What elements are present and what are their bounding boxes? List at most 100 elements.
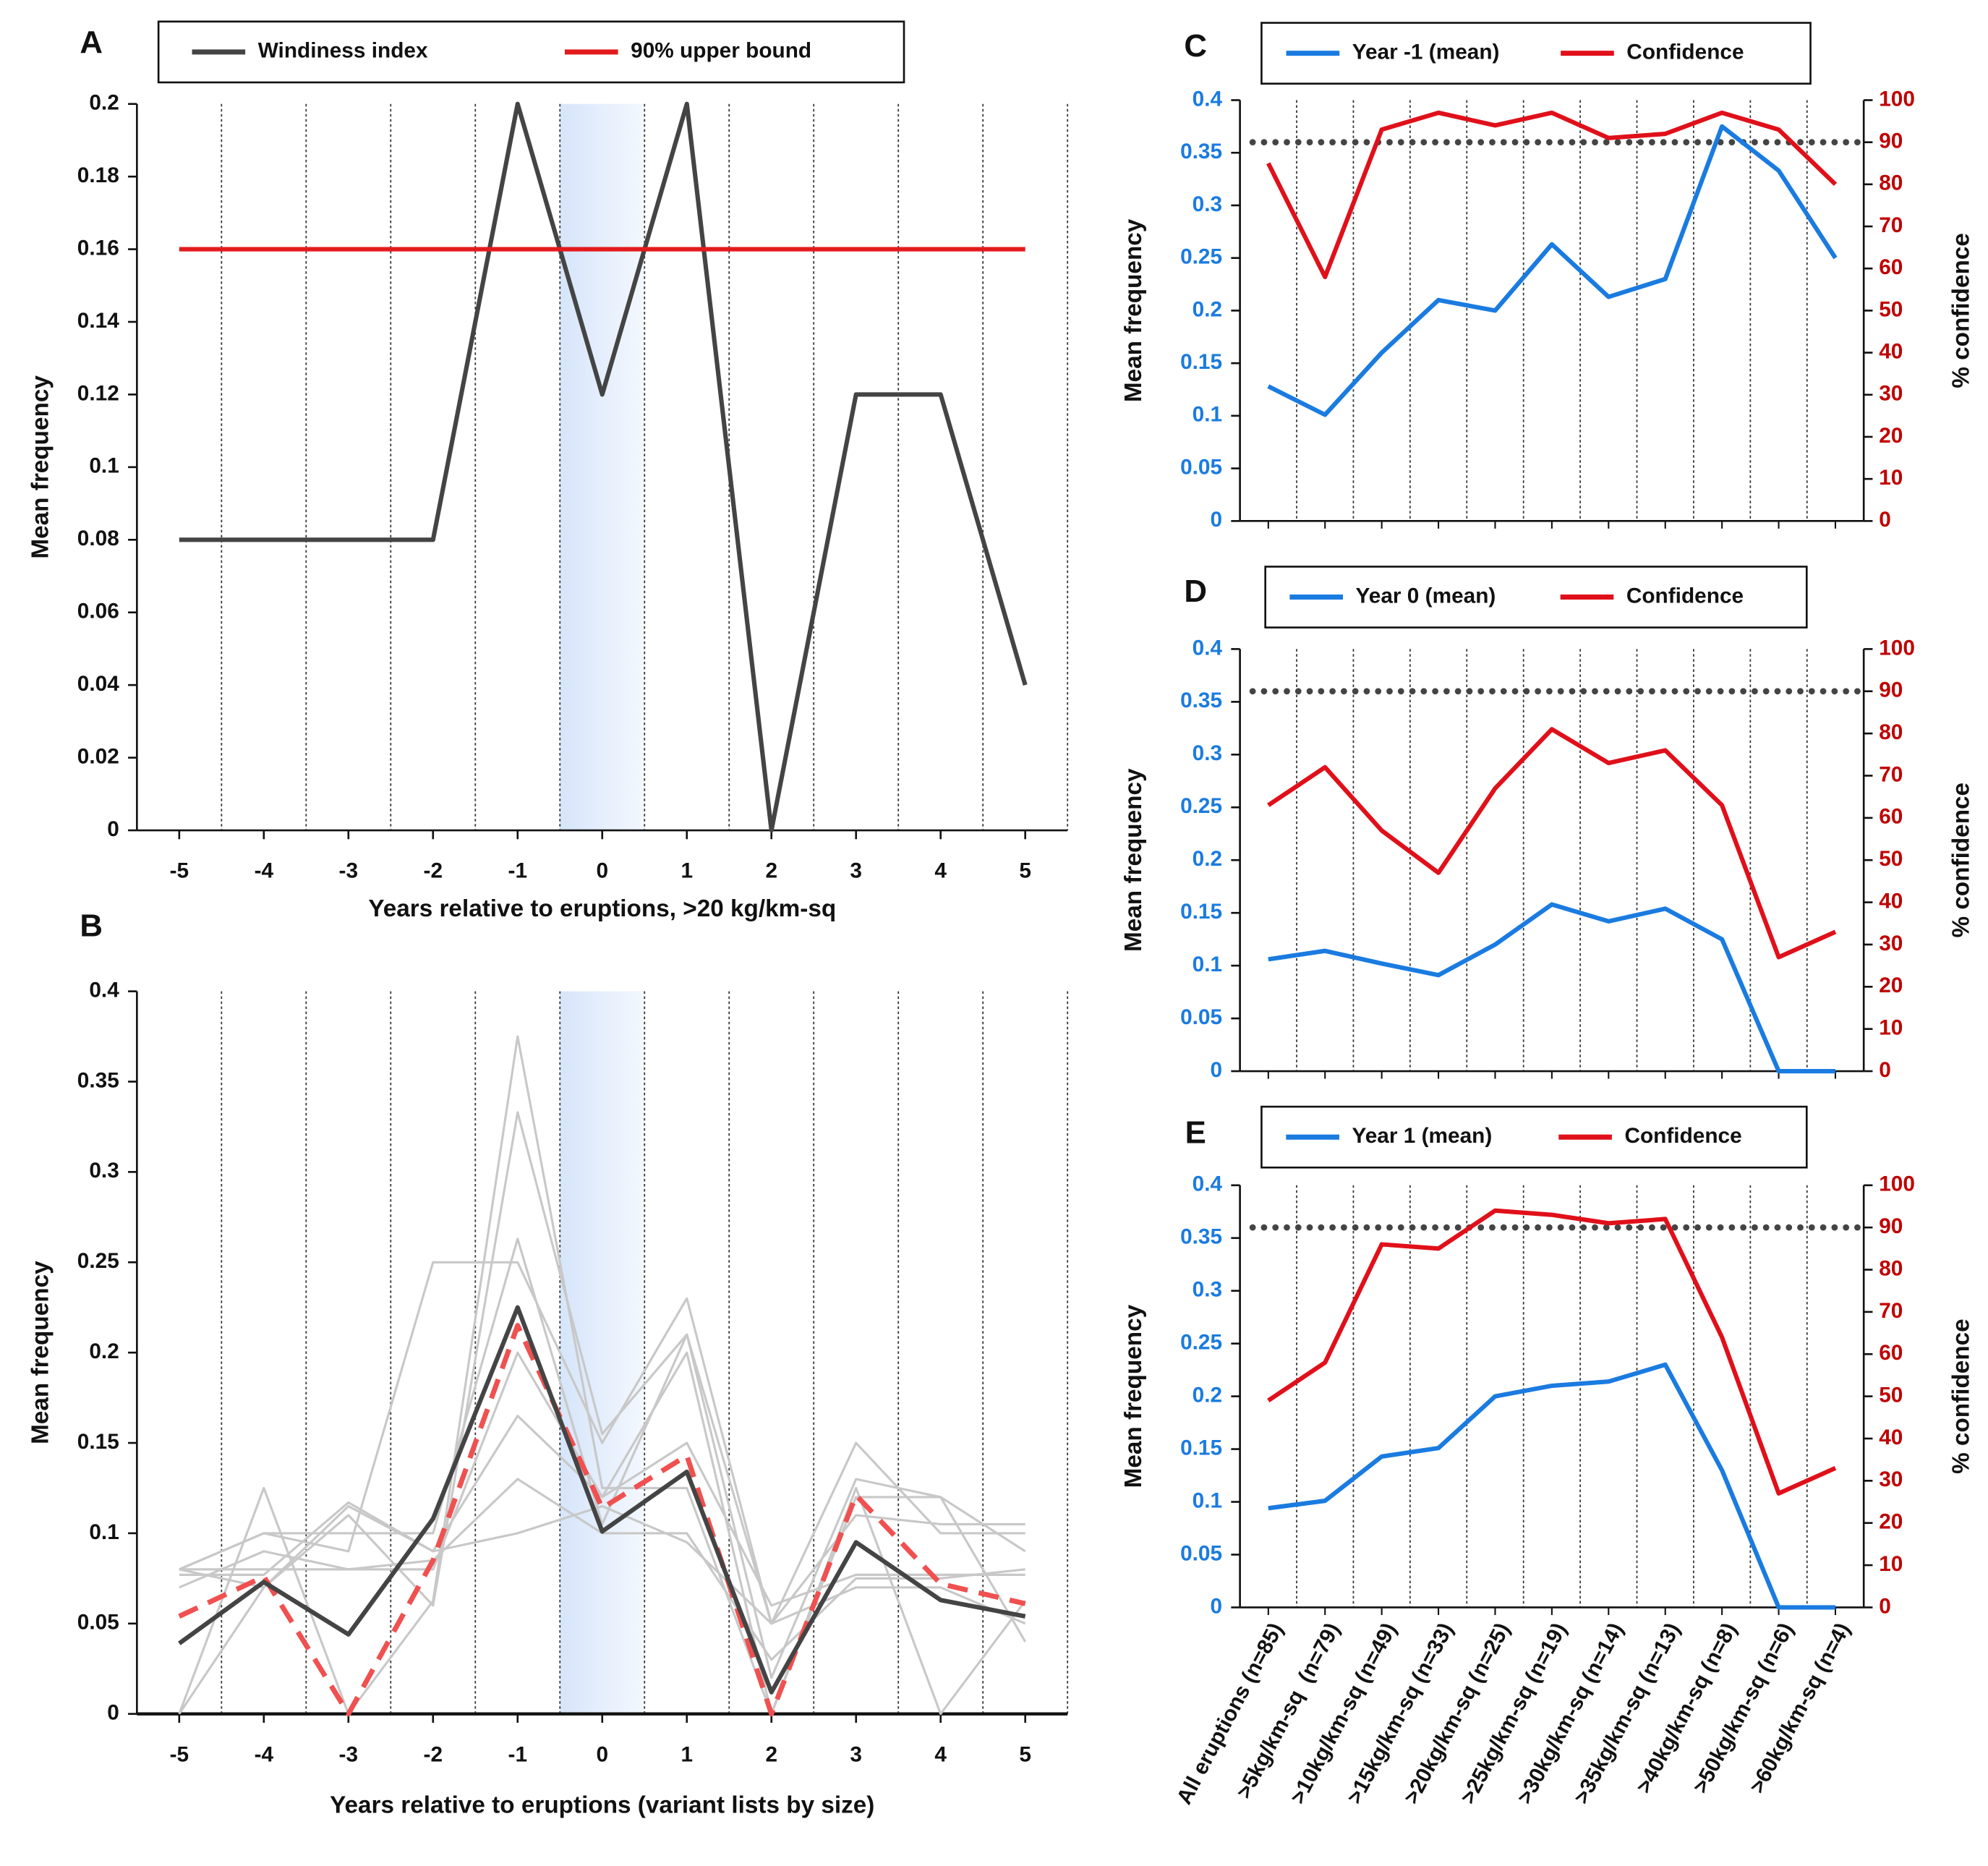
x-tick-label: -4 xyxy=(255,859,274,883)
panel-label: D xyxy=(1184,574,1207,609)
y-tick-label: 0.15 xyxy=(77,1430,119,1454)
y2-tick-label: 30 xyxy=(1879,932,1903,955)
y-tick-label: 0.05 xyxy=(77,1611,119,1635)
shaded-span xyxy=(560,103,645,831)
y-tick-label: 0.2 xyxy=(1193,1383,1222,1407)
y-tick-label: 0.12 xyxy=(77,381,119,405)
y2-tick-label: 70 xyxy=(1879,213,1903,237)
y-tick-label: 0.4 xyxy=(1193,636,1223,660)
y-tick-label: 0.25 xyxy=(1180,794,1222,818)
y-axis-label: Mean frequency xyxy=(27,375,54,559)
y2-tick-label: 100 xyxy=(1879,87,1915,111)
y-tick-label: 0.08 xyxy=(77,527,119,550)
panel-label: B xyxy=(80,908,103,944)
x-tick-label: 0 xyxy=(596,1742,608,1766)
y2-tick-label: 10 xyxy=(1879,1552,1903,1576)
y2-tick-label: 20 xyxy=(1879,974,1903,997)
y2-tick-label: 30 xyxy=(1879,1467,1903,1491)
x-tick-label: >25kg/km-sq (n=19) xyxy=(1456,1619,1571,1807)
panel-label: C xyxy=(1184,28,1207,64)
y-tick-label: 0.4 xyxy=(1193,1172,1223,1196)
legend-label: Windiness index xyxy=(258,39,428,63)
panel-label: E xyxy=(1185,1115,1206,1150)
series-line xyxy=(178,1504,1026,1715)
series-line xyxy=(1268,1362,1835,1610)
y2-tick-label: 90 xyxy=(1879,1214,1903,1238)
series-line xyxy=(179,1261,1025,1625)
legend-box xyxy=(1264,566,1808,629)
y2-tick-label: 50 xyxy=(1879,847,1903,871)
y-tick-label: 0.2 xyxy=(89,1339,119,1363)
legend-label: Year -1 (mean) xyxy=(1352,40,1500,64)
y-tick-label: 0.2 xyxy=(1193,847,1222,871)
x-tick-label: >15kg/km-sq (n=33) xyxy=(1342,1619,1458,1807)
y-tick-label: 0.05 xyxy=(1180,1005,1222,1029)
y-tick-label: 0.15 xyxy=(1180,900,1222,924)
y2-tick-label: 0 xyxy=(1879,508,1891,532)
x-tick-label: >35kg/km-sq (n=13) xyxy=(1569,1619,1685,1807)
y-tick-label: 0.4 xyxy=(89,979,119,1002)
y-tick-label: 0.15 xyxy=(1180,350,1222,374)
y-tick-label: 0.25 xyxy=(1180,245,1222,269)
shaded-span xyxy=(560,991,645,1714)
legend-label: Confidence xyxy=(1624,1124,1741,1148)
y2-tick-label: 80 xyxy=(1879,1256,1903,1280)
y-tick-label: 0 xyxy=(1210,508,1222,532)
legend-label: Year 0 (mean) xyxy=(1356,584,1496,608)
y-tick-label: 0.35 xyxy=(1180,140,1222,163)
legend-label: 90% upper bound xyxy=(631,39,811,63)
y-tick-label: 0.25 xyxy=(1180,1331,1222,1355)
legend-box xyxy=(1260,1105,1808,1169)
x-tick-label: 3 xyxy=(850,1742,862,1766)
x-tick-label: >30kg/km-sq (n=14) xyxy=(1513,1619,1629,1807)
x-tick-label: -4 xyxy=(255,1742,274,1766)
x-tick-label: 2 xyxy=(765,1742,777,1766)
y-tick-label: 0.25 xyxy=(77,1249,119,1273)
y-tick-label: 0.14 xyxy=(77,309,119,333)
y2-axis-label: % confidence xyxy=(1948,783,1975,938)
y2-tick-label: 100 xyxy=(1879,1172,1915,1196)
legend-box xyxy=(1260,22,1812,85)
y-tick-label: 0.1 xyxy=(1193,403,1222,427)
y2-tick-label: 10 xyxy=(1879,1016,1903,1040)
x-tick-label: -3 xyxy=(339,1742,359,1766)
y-tick-label: 0 xyxy=(1210,1594,1222,1618)
series-line xyxy=(178,1323,1026,1717)
y2-tick-label: 30 xyxy=(1879,382,1903,406)
x-axis-label: Years relative to eruptions (variant lis… xyxy=(330,1792,874,1818)
x-tick-label: 5 xyxy=(1019,1742,1031,1766)
x-tick-label: All eruptions (n=85) xyxy=(1172,1619,1288,1808)
y2-tick-label: 90 xyxy=(1879,678,1903,702)
y2-tick-label: 90 xyxy=(1879,129,1903,153)
series-line xyxy=(1267,124,1838,417)
y-tick-label: 0.35 xyxy=(1180,689,1222,712)
x-tick-label: >60kg/km-sq (n=4) xyxy=(1745,1619,1855,1797)
y-axis-label: Mean frequency xyxy=(1120,768,1147,952)
x-tick-label: -2 xyxy=(424,859,443,883)
y-tick-label: 0.06 xyxy=(77,600,119,623)
panel-label: A xyxy=(80,25,103,60)
x-tick-label: 5 xyxy=(1019,859,1031,883)
y2-tick-label: 80 xyxy=(1879,720,1903,744)
y-tick-label: 0.1 xyxy=(1193,1488,1222,1512)
x-tick-label: -5 xyxy=(170,859,189,883)
y-tick-label: 0.1 xyxy=(89,454,119,478)
y2-tick-label: 0 xyxy=(1879,1058,1891,1082)
series-line xyxy=(1267,727,1837,960)
y-tick-label: 0.3 xyxy=(89,1159,119,1183)
y-tick-label: 0.16 xyxy=(77,236,119,260)
y-tick-label: 0.3 xyxy=(1193,741,1222,765)
y2-tick-label: 50 xyxy=(1879,1383,1903,1407)
y-tick-label: 0 xyxy=(107,1701,119,1725)
y2-tick-label: 60 xyxy=(1879,1341,1903,1365)
x-tick-label: >50kg/km-sq (n=6) xyxy=(1689,1619,1799,1797)
y-tick-label: 0.3 xyxy=(1193,192,1222,216)
y-axis-label: Mean frequency xyxy=(1120,218,1147,402)
y-tick-label: 0 xyxy=(107,817,119,841)
x-tick-label: -1 xyxy=(508,1742,528,1766)
y2-tick-label: 0 xyxy=(1879,1594,1891,1618)
y2-tick-label: 40 xyxy=(1879,889,1903,913)
y-tick-label: 0.3 xyxy=(1193,1278,1222,1302)
